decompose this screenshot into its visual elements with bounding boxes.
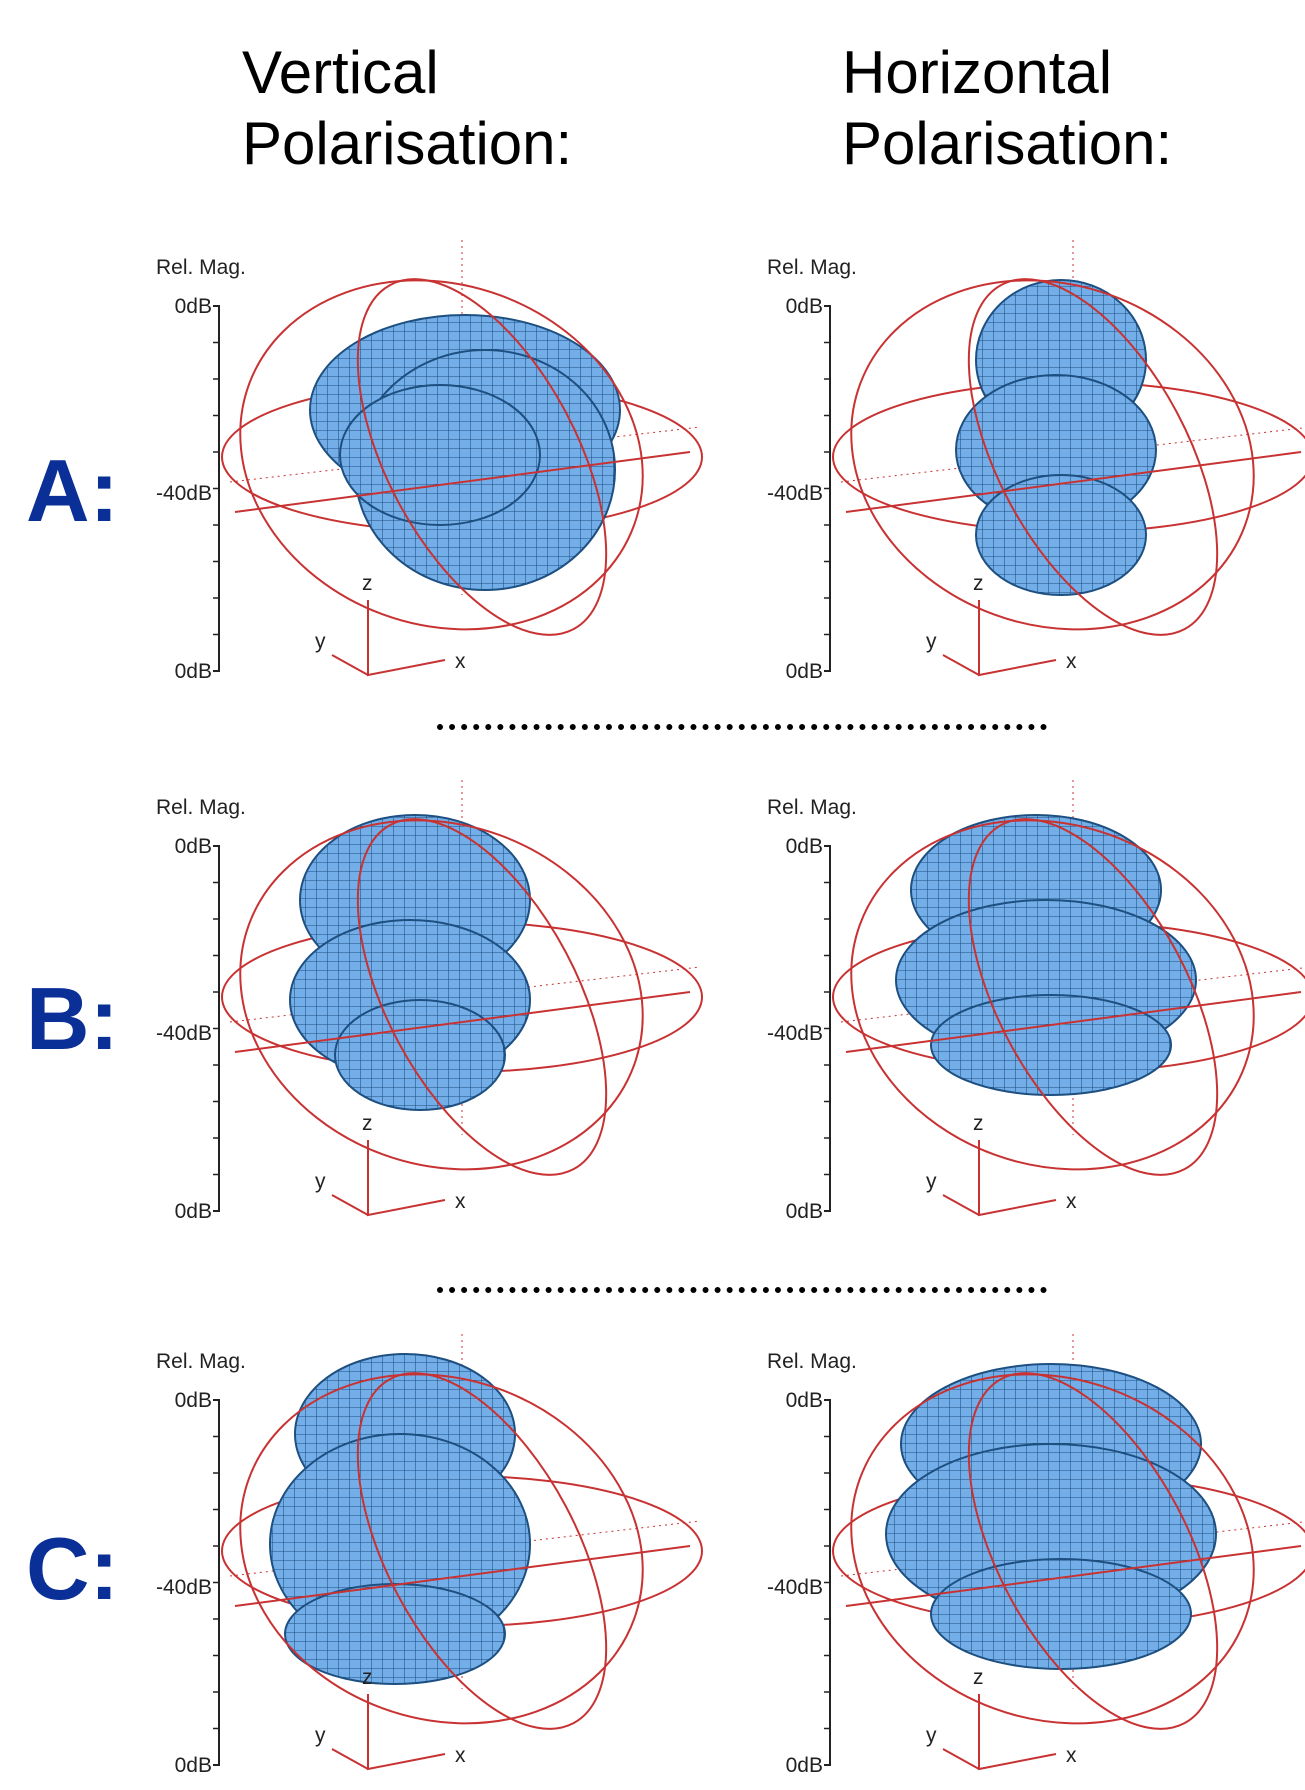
axis-label: x xyxy=(1066,1744,1077,1767)
radiation-pattern: Rel. Mag. 0dB -40dB 0dB z y x xyxy=(140,250,700,690)
scale-title: Rel. Mag. xyxy=(156,796,246,819)
row-label: C: xyxy=(26,1518,119,1620)
scale-tick-label: -40dB xyxy=(767,482,823,505)
axis-label: y xyxy=(926,1170,937,1193)
scale-tick-label: 0dB xyxy=(175,295,212,318)
scale-title: Rel. Mag. xyxy=(767,256,857,279)
axis-label: z xyxy=(973,1666,984,1689)
axis-label: x xyxy=(455,1190,466,1213)
axis-label: y xyxy=(926,630,937,653)
scale-tick-label: 0dB xyxy=(175,660,212,683)
scale-tick-label: 0dB xyxy=(786,1754,823,1777)
scale-title: Rel. Mag. xyxy=(156,256,246,279)
axis-triad xyxy=(943,1140,1056,1215)
radiation-pattern: Rel. Mag. 0dB -40dB 0dB z y x xyxy=(751,1344,1305,1784)
radiation-pattern: Rel. Mag. 0dB -40dB 0dB z y x xyxy=(751,790,1305,1230)
scale-tick-label: -40dB xyxy=(156,1022,212,1045)
column-header: Horizontal Polarisation: xyxy=(842,38,1262,180)
scale-tick-label: 0dB xyxy=(175,835,212,858)
scale-tick-label: 0dB xyxy=(786,660,823,683)
axis-triad xyxy=(943,600,1056,675)
column-header: Vertical Polarisation: xyxy=(242,38,662,180)
scale-title: Rel. Mag. xyxy=(767,796,857,819)
radiation-pattern: Rel. Mag. 0dB -40dB 0dB z y x xyxy=(140,790,700,1230)
radiation-pattern: Rel. Mag. 0dB -40dB 0dB z y x xyxy=(751,250,1305,690)
scale-tick-label: -40dB xyxy=(767,1022,823,1045)
scale-tick-label: -40dB xyxy=(156,1576,212,1599)
scale-tick-label: 0dB xyxy=(786,1200,823,1223)
pattern-lobe xyxy=(285,1584,505,1684)
row-label: B: xyxy=(26,968,119,1070)
separator xyxy=(437,1287,1047,1293)
pattern-lobe xyxy=(340,385,540,525)
axis-label: y xyxy=(315,1170,326,1193)
pattern-lobe xyxy=(335,1000,505,1110)
axis-label: z xyxy=(362,1112,373,1135)
axis-triad xyxy=(943,1694,1056,1769)
row-label: A: xyxy=(26,440,119,542)
axis-triad xyxy=(332,1140,445,1215)
axis-label: x xyxy=(455,1744,466,1767)
scale-tick-label: -40dB xyxy=(767,1576,823,1599)
axis-label: z xyxy=(362,1666,373,1689)
axis-triad xyxy=(332,1694,445,1769)
scale-title: Rel. Mag. xyxy=(156,1350,246,1373)
separator xyxy=(437,724,1047,730)
radiation-pattern: Rel. Mag. 0dB -40dB 0dB z y x xyxy=(140,1344,700,1784)
axis-triad xyxy=(332,600,445,675)
axis-label: z xyxy=(973,1112,984,1135)
pattern-lobe xyxy=(931,995,1171,1095)
axis-label: y xyxy=(315,630,326,653)
axis-label: x xyxy=(1066,1190,1077,1213)
scale-tick-label: 0dB xyxy=(175,1754,212,1777)
scale-tick-label: 0dB xyxy=(175,1200,212,1223)
axis-label: x xyxy=(1066,650,1077,673)
scale-tick-label: 0dB xyxy=(786,295,823,318)
axis-label: x xyxy=(455,650,466,673)
scale-tick-label: 0dB xyxy=(175,1389,212,1412)
scale-tick-label: 0dB xyxy=(786,835,823,858)
axis-label: z xyxy=(362,572,373,595)
axis-label: y xyxy=(926,1724,937,1747)
axis-label: z xyxy=(973,572,984,595)
pattern-lobe xyxy=(931,1559,1191,1669)
scale-tick-label: -40dB xyxy=(156,482,212,505)
scale-tick-label: 0dB xyxy=(786,1389,823,1412)
scale-title: Rel. Mag. xyxy=(767,1350,857,1373)
axis-label: y xyxy=(315,1724,326,1747)
figure: Vertical Polarisation: Horizontal Polari… xyxy=(0,0,1305,1790)
